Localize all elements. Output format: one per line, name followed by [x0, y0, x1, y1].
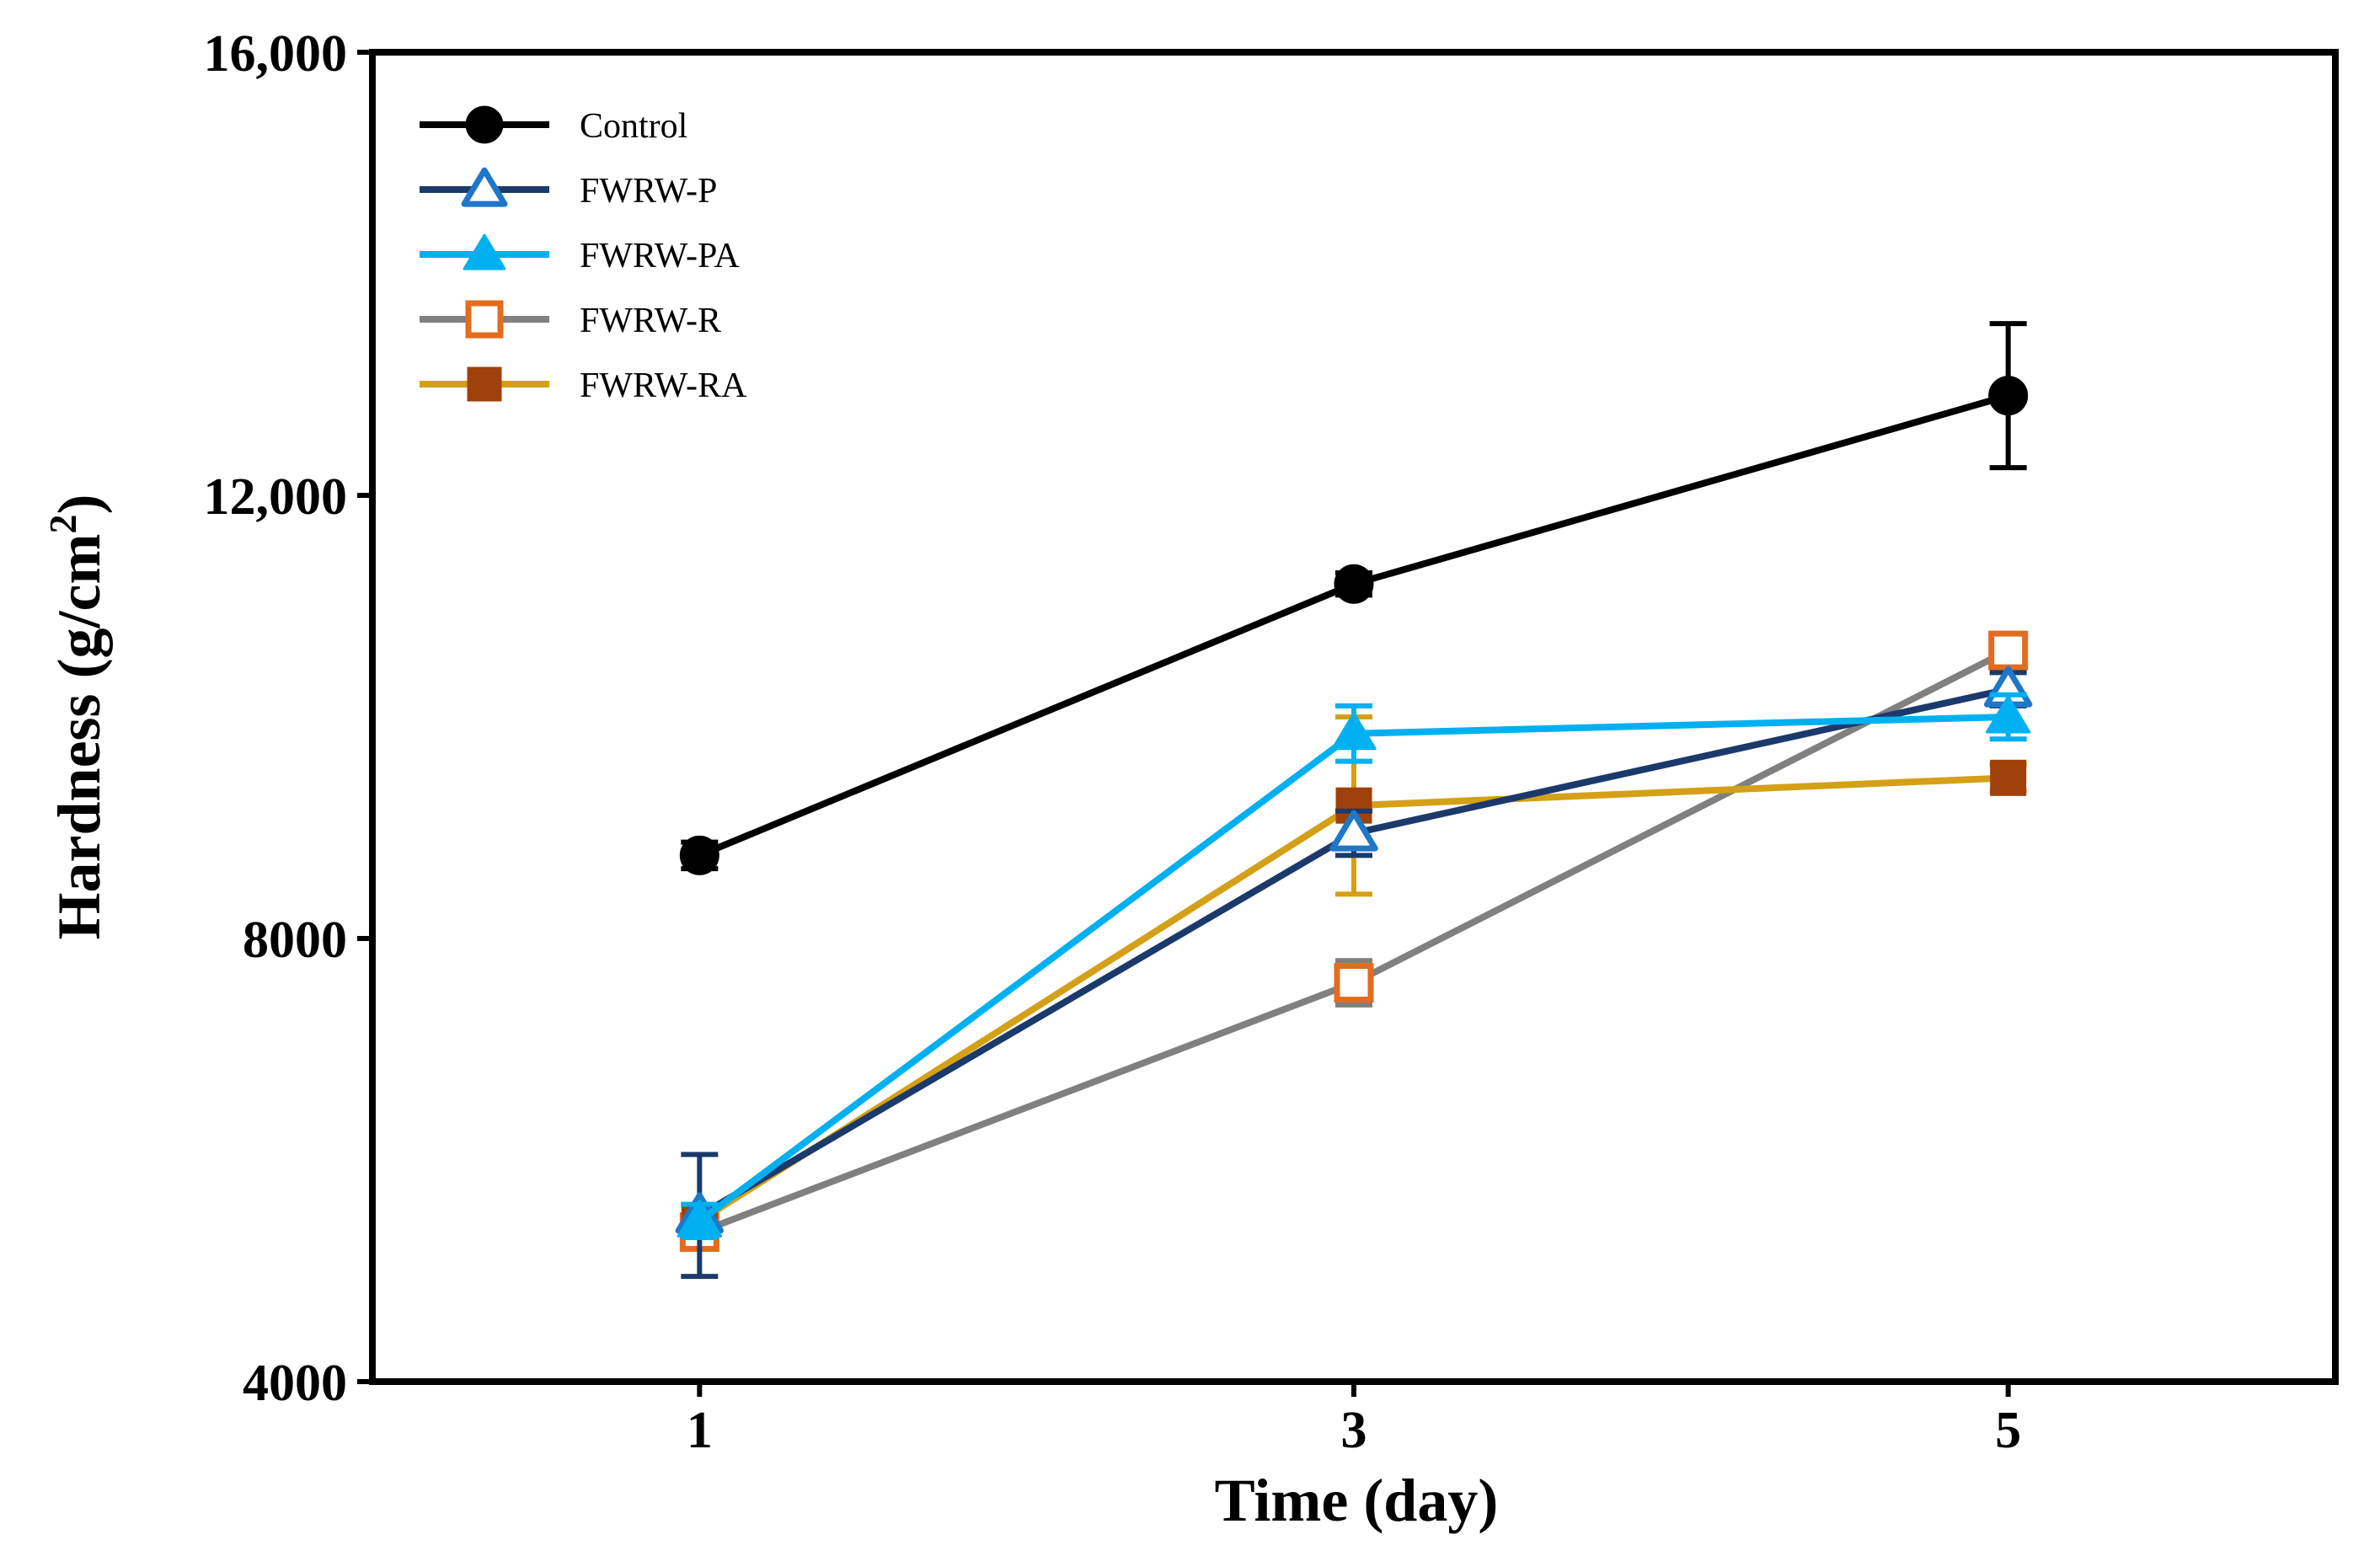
x-tick-label: 5: [1995, 1402, 2021, 1459]
legend-item: FWRW-RA: [420, 366, 747, 405]
data-point: [677, 1199, 723, 1238]
legend-item: FWRW-R: [420, 300, 721, 340]
y-tick-label: 4000: [243, 1355, 347, 1412]
series-control: [679, 321, 2029, 875]
legend-marker: [465, 300, 504, 339]
legend-label: FWRW-R: [580, 302, 721, 340]
data-point: [1331, 712, 1377, 751]
series-layer: [675, 321, 2033, 1280]
legend-item: FWRW-PA: [420, 233, 741, 275]
legend-label: FWRW-RA: [580, 366, 747, 405]
legend: Control FWRW-P FWRW-PA FWRW-R FWRW-RA: [420, 105, 747, 405]
series-fwrw_pa: [677, 692, 2031, 1241]
y-axis-title-close: ): [45, 495, 113, 515]
data-point: [679, 835, 719, 875]
legend-label: Control: [580, 107, 687, 146]
y-tick-label: 8000: [243, 912, 347, 969]
data-point: [1988, 376, 2029, 416]
legend-marker: [461, 167, 508, 207]
x-axis-title: Time (day): [1215, 1467, 1499, 1534]
data-point: [1990, 759, 2027, 796]
data-point: [1334, 564, 1374, 604]
legend-marker: [463, 233, 506, 270]
legend-item: Control: [420, 105, 687, 146]
data-point: [1329, 810, 1378, 852]
legend-marker: [465, 105, 504, 144]
x-tick-label: 3: [1341, 1402, 1367, 1459]
y-axis-ticks: 4000 8000 12,000 16,000: [204, 25, 372, 1412]
y-axis-title-main: Hardness (g/cm: [45, 534, 113, 940]
data-point: [1985, 695, 2031, 734]
y-tick-label: 12,000: [204, 468, 348, 526]
legend-label: FWRW-PA: [580, 237, 741, 275]
y-tick-label: 16,000: [204, 25, 348, 83]
legend-item: FWRW-P: [420, 167, 717, 211]
legend-label: FWRW-P: [580, 172, 717, 211]
data-point: [1334, 963, 1374, 1003]
data-point: [1988, 630, 2029, 671]
x-tick-label: 1: [687, 1402, 713, 1459]
y-axis-title-superscript: 2: [41, 515, 84, 534]
legend-marker: [467, 366, 502, 402]
x-axis-ticks: 1 3 5: [687, 1382, 2021, 1459]
y-axis-title: Hardness (g/cm2): [41, 495, 113, 940]
